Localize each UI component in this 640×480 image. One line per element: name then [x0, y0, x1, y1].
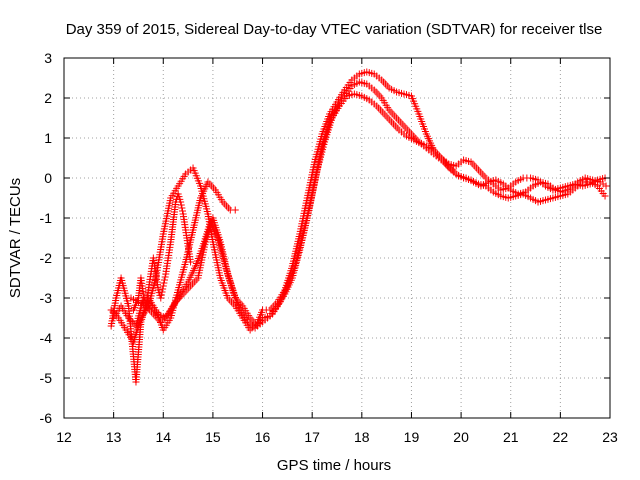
- x-tick-label: 20: [453, 429, 469, 445]
- y-axis-label: SDTVAR / TECUs: [7, 178, 24, 298]
- data-point: [157, 294, 165, 302]
- y-tick-label: 3: [44, 50, 52, 66]
- data-point: [602, 182, 610, 190]
- x-tick-label: 18: [354, 429, 370, 445]
- data-point: [161, 276, 169, 284]
- x-tick-label: 22: [553, 429, 569, 445]
- y-tick-label: -6: [40, 410, 53, 426]
- series-track-d: [127, 90, 610, 330]
- y-tick-labels: -6 -5 -4 -3 -2 -1 0 1 2 3: [40, 50, 53, 426]
- x-tick-label: 17: [304, 429, 320, 445]
- x-tick-label: 23: [602, 429, 618, 445]
- data-point: [159, 285, 167, 293]
- x-tick-label: 12: [56, 429, 72, 445]
- x-tick-label: 21: [503, 429, 519, 445]
- data-points: [107, 68, 610, 386]
- grid-lines: [64, 58, 610, 418]
- x-tick-label: 14: [155, 429, 171, 445]
- data-point: [158, 288, 166, 296]
- data-point: [177, 198, 185, 206]
- data-point: [161, 273, 169, 281]
- data-point: [177, 201, 185, 209]
- data-point: [159, 282, 167, 290]
- y-tick-label: -2: [40, 250, 53, 266]
- series-early-spike: [129, 190, 195, 314]
- y-tick-label: 0: [44, 170, 52, 186]
- y-tick-label: -5: [40, 370, 53, 386]
- axis-ticks: [63, 57, 611, 419]
- data-point: [160, 279, 168, 287]
- data-point: [178, 204, 186, 212]
- chart-title: Day 359 of 2015, Sidereal Day-to-day VTE…: [66, 21, 603, 38]
- data-point: [139, 290, 147, 298]
- data-point: [231, 206, 239, 214]
- y-tick-label: 1: [44, 130, 52, 146]
- y-tick-label: -3: [40, 290, 53, 306]
- data-point: [140, 293, 148, 301]
- y-tick-label: -1: [40, 210, 53, 226]
- x-tick-label: 16: [255, 429, 271, 445]
- x-tick-label: 13: [106, 429, 122, 445]
- plot-frame: [63, 57, 611, 419]
- y-tick-label: -4: [40, 330, 53, 346]
- x-axis-label: GPS time / hours: [277, 457, 391, 474]
- x-tick-label: 19: [404, 429, 420, 445]
- x-tick-labels: 12 13 14 15 16 17 18 19 20 21 22 23: [56, 429, 618, 445]
- data-point: [179, 207, 187, 215]
- x-tick-label: 15: [205, 429, 221, 445]
- data-point: [157, 291, 165, 299]
- data-point: [187, 258, 195, 266]
- data-point: [601, 192, 609, 200]
- y-tick-label: 2: [44, 90, 52, 106]
